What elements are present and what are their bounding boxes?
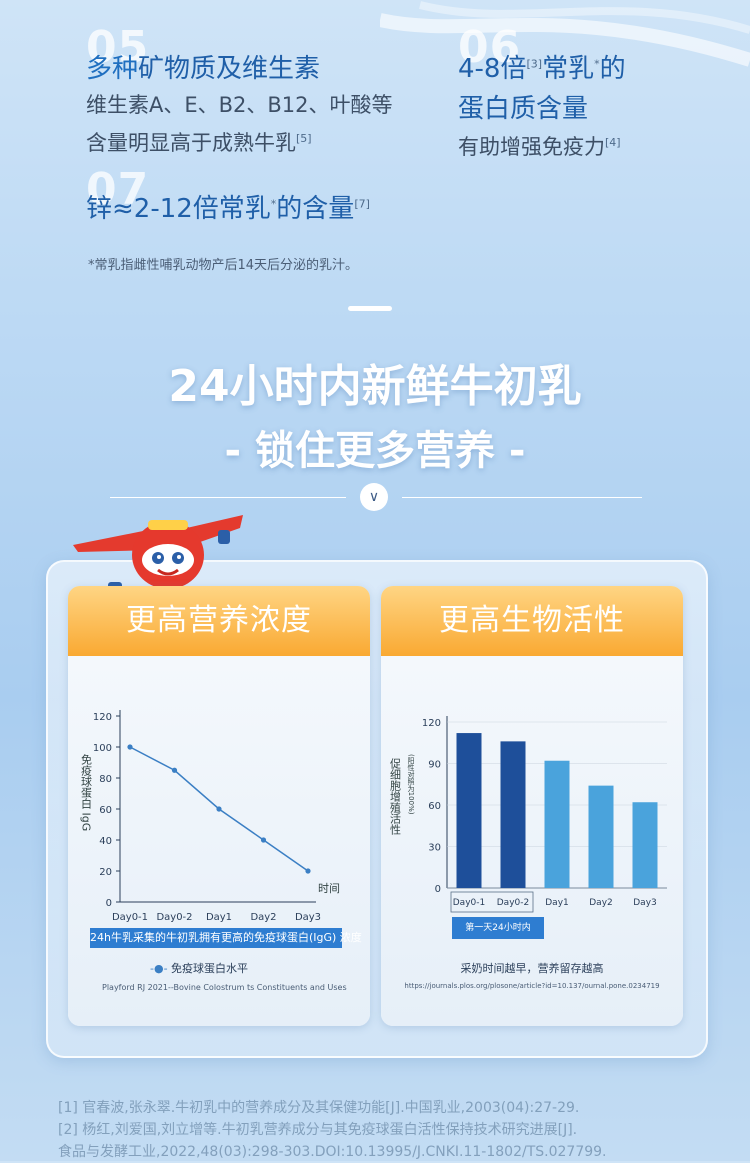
bar-chart-xtick-label: Day0-2 — [497, 898, 529, 908]
feature-06-line2-text: 有助增强免疫力 — [458, 135, 605, 159]
feature-07-title: 锌≈2-12倍常乳*的含量[7] — [86, 188, 370, 225]
line-chart-xtick-label: Day0-1 — [112, 912, 148, 923]
chevron-down-icon[interactable]: ∨ — [360, 483, 388, 511]
feature-05-line2-text: 含量明显高于成熟牛乳 — [86, 131, 296, 155]
divider-right — [402, 497, 642, 498]
feature-06-ref1: [3] — [526, 57, 543, 71]
nutrient-concentration-card: 更高营养浓度 免疫球蛋白 IgG 时间 0 20 40 60 80 100 120 Day0-… — [68, 586, 370, 1026]
feature-06-title-c: 的 — [599, 54, 626, 84]
feature-05-title: 多种矿物质及维生素 — [86, 48, 320, 85]
feature-06-title-b: 常乳 — [542, 54, 595, 84]
feature-number-06: 06 — [458, 22, 522, 73]
bar-chart-ytick-label: 30 — [428, 843, 441, 854]
bar-chart-ytick-label: 0 — [435, 884, 441, 895]
bar-chart-bar — [632, 802, 658, 888]
feature-06-title: 4-8倍[3]常乳*的 — [458, 48, 626, 85]
line-chart-xtick-label: Day1 — [206, 912, 232, 923]
footnote: *常乳指雌性哺乳动物产后14天后分泌的乳汁。 — [88, 258, 359, 273]
line-chart-ytick-label: 40 — [99, 836, 112, 847]
line-chart-ytick-label: 100 — [93, 743, 112, 754]
bar-chart-caption: 采奶时间越早，营养留存越高 — [460, 962, 604, 975]
proliferation-bar-chart: 促细胞增殖活性 (阳性对照为100%) 0 30 60 90 120 Day0-1 Day0… — [389, 716, 667, 913]
feature-05-line1: 维生素A、E、B2、B12、叶酸等 — [86, 93, 393, 117]
line-chart-ytick-label: 80 — [99, 774, 112, 785]
feature-06-title-a: 4-8倍 — [458, 54, 527, 84]
background-wave-decoration — [380, 1, 750, 67]
headline-sub: - 锁住更多营养 - — [224, 428, 526, 474]
feature-07-title-a: 锌≈2-12倍常乳 — [86, 194, 271, 224]
line-chart-point — [171, 767, 178, 773]
bar-chart-bar — [456, 733, 482, 888]
divider-left — [110, 497, 346, 498]
line-chart-legend: -●- 免疫球蛋白水平 — [150, 960, 248, 976]
bar-chart-group-label: 第一天24小时内 — [452, 917, 544, 939]
feature-06-line2: 有助增强免疫力[4] — [458, 126, 621, 164]
line-chart-xtick-label: Day0-2 — [156, 912, 192, 923]
references: [1] 官春波,张永翠.牛初乳中的营养成分及其保健功能[J].中国乳业,2003… — [58, 1097, 607, 1163]
line-chart-ytick-label: 120 — [93, 712, 112, 723]
feature-05-ref: [5] — [296, 132, 312, 145]
feature-05-title-highlight: 多种 — [86, 54, 139, 84]
bar-chart-bar — [588, 785, 614, 888]
bar-chart-ytick-label: 120 — [422, 718, 441, 729]
bar-chart-xtick-label: Day1 — [545, 898, 569, 908]
line-chart-xtick-label: Day2 — [250, 912, 276, 923]
line-chart-point — [127, 744, 133, 750]
line-chart-point — [305, 868, 311, 874]
reference-2: [2] 杨红,刘爱国,刘立增等.牛初乳营养成分与其免疫球蛋白活性保持技术研究进展… — [58, 1122, 578, 1138]
line-chart-ytick-label: 20 — [99, 867, 112, 878]
bar-chart-bar — [500, 741, 526, 888]
line-chart-point — [260, 837, 267, 843]
feature-07-star: * — [270, 197, 277, 211]
feature-07-title-b: 的含量 — [276, 194, 355, 224]
line-chart-xtick-label: Day3 — [295, 912, 321, 923]
bar-chart-ylabel2: (阳性对照为100%) — [407, 754, 415, 815]
feature-05-title-rest: 矿物质及维生素 — [138, 54, 321, 84]
line-chart-highlight: 24h牛乳采集的牛初乳拥有更高的免疫球蛋白(IgG) 浓度 — [90, 928, 362, 948]
bar-chart-xtick-label: Day2 — [589, 898, 613, 908]
feature-number-05: 05 — [86, 22, 150, 73]
card-right-title: 更高生物活性 — [381, 586, 683, 656]
bar-chart-group-bracket — [450, 891, 534, 913]
section-dash — [348, 306, 392, 311]
card-left-body: 免疫球蛋白 IgG 时间 0 20 40 60 80 100 120 Day0-1 Day0-2… — [68, 656, 370, 1026]
bar-chart-bar — [544, 760, 570, 888]
bar-chart-ytick-label: 90 — [428, 760, 441, 771]
headline-main: 24小时内新鲜牛初乳 — [168, 361, 582, 412]
feature-number-07: 07 — [86, 164, 150, 215]
card-left-title: 更高营养浓度 — [68, 586, 370, 656]
line-chart-source: Playford RJ 2021--Bovine Colostrum ts Co… — [102, 983, 347, 992]
legend-label: 免疫球蛋白水平 — [171, 962, 249, 975]
reference-1: [1] 官春波,张永翠.牛初乳中的营养成分及其保健功能[J].中国乳业,2003… — [58, 1100, 580, 1116]
legend-line-icon: -●- — [150, 962, 168, 975]
feature-05-line2: 含量明显高于成熟牛乳[5] — [86, 122, 393, 160]
airplane-mascot-icon — [73, 515, 243, 596]
feature-05-body: 维生素A、E、B2、B12、叶酸等 含量明显高于成熟牛乳[5] — [86, 88, 393, 160]
reference-3: 食品与发酵工业,2022,48(03):298-303.DOI:10.13995… — [58, 1144, 607, 1160]
line-chart-ylabel: 免疫球蛋白 IgG — [80, 753, 93, 832]
bar-chart-source: https://journals.plos.org/plosone/articl… — [404, 982, 660, 990]
feature-07-ref: [7] — [354, 197, 370, 211]
bar-chart-ylabel: 促细胞增殖活性 — [389, 757, 402, 836]
bioactivity-card: 更高生物活性 促细胞增殖活性 (阳性对照为100%) 0 30 60 90 120 Day… — [381, 586, 683, 1026]
feature-06-ref: [4] — [605, 136, 621, 149]
bar-chart-ytick-label: 60 — [428, 801, 441, 812]
feature-06-line1: 蛋白质含量 — [458, 94, 589, 124]
line-chart-xlabel: 时间 — [318, 882, 340, 895]
bar-chart-xtick-label: Day0-1 — [453, 898, 485, 908]
line-chart-point — [216, 806, 222, 812]
line-chart-ytick-label: 60 — [99, 805, 112, 816]
line-chart-ytick-label: 0 — [106, 898, 112, 909]
feature-06-star: * — [594, 57, 600, 71]
card-right-body: 促细胞增殖活性 (阳性对照为100%) 0 30 60 90 120 Day0-1 Day0… — [381, 656, 683, 1026]
igg-line-chart: 免疫球蛋白 IgG 时间 0 20 40 60 80 100 120 Day0-1 Day0-2… — [80, 710, 340, 923]
bar-chart-xtick-label: Day3 — [633, 898, 657, 908]
